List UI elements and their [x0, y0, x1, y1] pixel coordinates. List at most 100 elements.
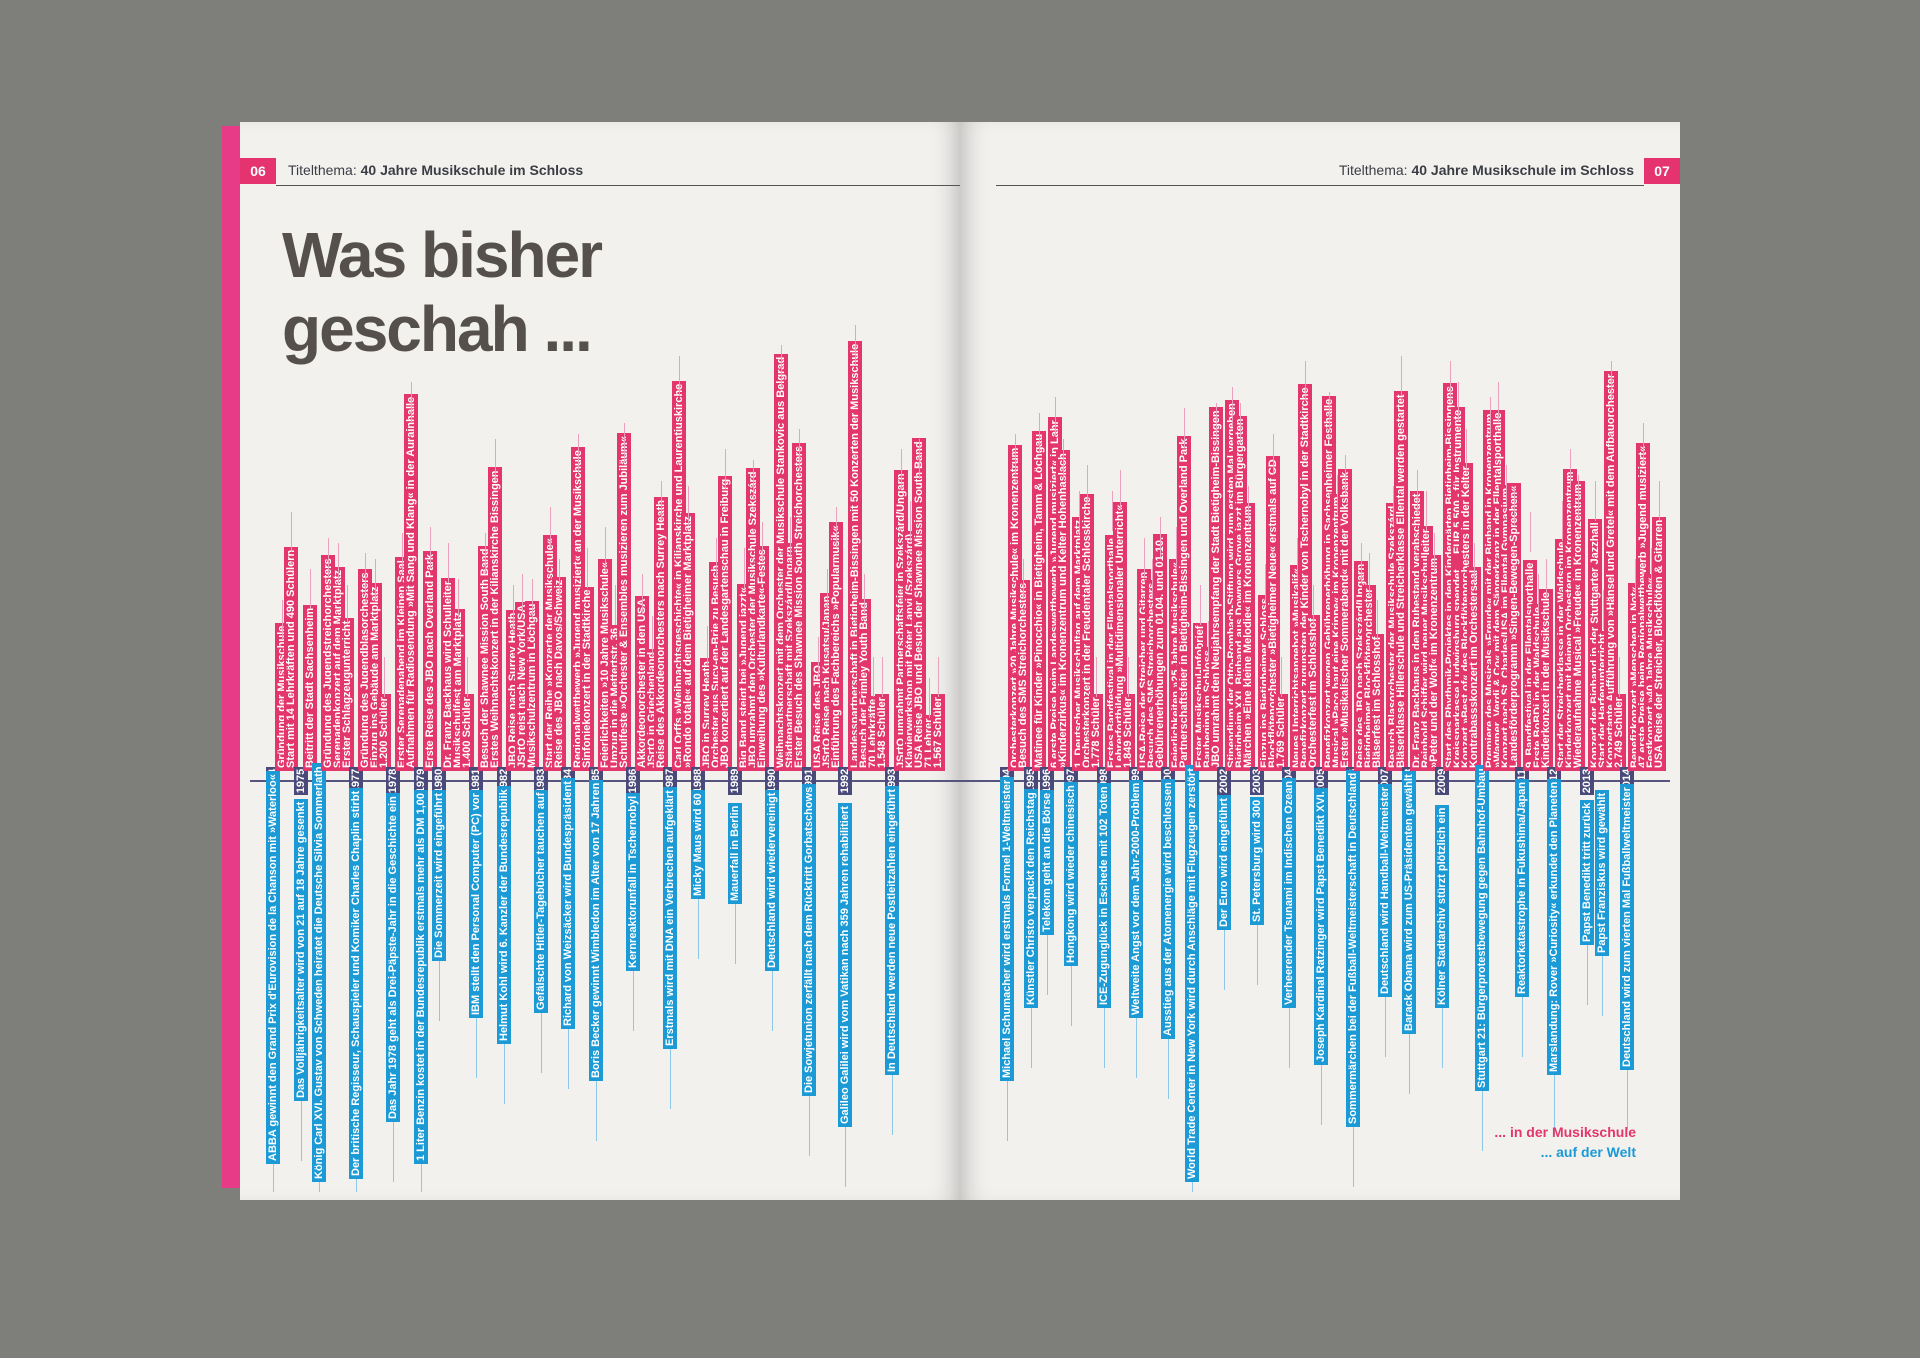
- world-event-label: Reaktorkatastrophe in Fukushima/Japan: [1515, 779, 1530, 998]
- school-event-stem: [1506, 465, 1508, 505]
- school-event-stem: [1337, 475, 1338, 516]
- world-event-stem: [1256, 924, 1258, 985]
- school-event-stem: [1280, 657, 1282, 698]
- world-event-label: Joseph Kardinal Ratzinger wird Papst Ben…: [1313, 788, 1328, 1065]
- world-event-label: 1 Liter Benzin kostet in der Bundesrepub…: [413, 789, 428, 1164]
- school-event-stem: [716, 537, 718, 578]
- world-event-stem: [596, 1080, 598, 1141]
- school-event-stem: [651, 615, 653, 656]
- school-event-stem: [1304, 361, 1306, 401]
- school-event-stem: [623, 423, 625, 464]
- school-event-label: 2.749 Schüler: [1611, 694, 1626, 771]
- school-event-stem: [1232, 387, 1234, 427]
- school-event-stem: [1618, 657, 1620, 698]
- school-event-stem: [1296, 537, 1298, 578]
- school-event-stem: [1369, 553, 1371, 594]
- school-event-stem: [660, 480, 662, 521]
- world-event-label: World Trade Center in New York wird durc…: [1185, 765, 1200, 1182]
- world-event-stem: [503, 1044, 505, 1105]
- school-event-stem: [1377, 600, 1379, 641]
- world-event-label: Telekom geht an die Börse: [1040, 789, 1055, 935]
- year-marker: 1975: [293, 767, 308, 795]
- world-event-stem: [1481, 1091, 1483, 1151]
- year-marker: 1989: [727, 767, 742, 795]
- school-event-stem: [1015, 433, 1017, 474]
- school-event-stem: [559, 558, 561, 599]
- school-event-label: 1.778 Schüler: [1088, 694, 1103, 771]
- school-event-stem: [1578, 475, 1580, 516]
- school-event-stem: [1457, 381, 1459, 422]
- school-event-stem: [1361, 543, 1363, 583]
- world-event-stem: [568, 1028, 570, 1089]
- school-event-stem: [411, 381, 413, 422]
- school-event-label: Bläserfest im Schlosshof: [1370, 633, 1385, 771]
- world-event-label: In Deutschland werden neue Postleitzahle…: [884, 786, 899, 1076]
- world-event-label: Micky Maus wird 60: [690, 789, 705, 899]
- school-event-stem: [1634, 558, 1636, 599]
- world-event-stem: [1626, 1070, 1628, 1131]
- world-event-stem: [1441, 1007, 1443, 1068]
- running-head-title: 40 Jahre Musikschule im Schloss: [360, 162, 584, 178]
- world-event-stem: [420, 1163, 422, 1192]
- school-event-label: Besuch des SMS Streichorchesters: [1016, 579, 1031, 771]
- world-event-stem: [1409, 1033, 1411, 1094]
- world-event-stem: [633, 971, 635, 1032]
- world-event-label: Das Jahr 1978 geht als Drei-Päpste-Jahr …: [386, 793, 401, 1123]
- school-event-stem: [1642, 423, 1644, 464]
- school-event-stem: [1208, 621, 1210, 661]
- school-event-stem: [1127, 657, 1129, 698]
- school-event-label: JBO umrahmt den Neujahrsempfang der Stad…: [1209, 407, 1224, 771]
- running-head-label: Titelthema:: [1338, 162, 1408, 178]
- school-event-stem: [1658, 480, 1660, 521]
- world-event-stem: [1135, 1018, 1137, 1079]
- world-event-stem: [891, 1075, 893, 1136]
- school-event-stem: [1240, 402, 1242, 443]
- world-event-label: Papst Franziskus wird gewählt: [1594, 789, 1609, 956]
- header-rule: [996, 185, 1644, 186]
- world-event-stem: [439, 961, 441, 1021]
- school-event-label: Erster Schlagzeugunterricht: [339, 617, 354, 771]
- school-event-stem: [1449, 361, 1451, 401]
- world-event-label: ICE-Zugunglück in Eschede mit 102 Toten: [1096, 783, 1111, 1008]
- school-event-stem: [1216, 402, 1218, 443]
- world-event-label: Verheerender Tsunami im Indischen Ozean: [1281, 777, 1296, 1008]
- school-event-stem: [780, 345, 782, 386]
- world-event-label: Der britische Regisseur, Schauspieler un…: [349, 788, 364, 1180]
- world-event-stem: [1320, 1065, 1322, 1125]
- school-event-stem: [863, 574, 865, 615]
- school-event-label: Märchen »Eine kleine Melodie« im Kronenz…: [1241, 502, 1256, 771]
- world-event-stem: [393, 1122, 395, 1183]
- world-event-stem: [1047, 935, 1049, 995]
- school-event-label: Orchesterfest im Schlosshof: [1305, 615, 1320, 771]
- world-event-stem: [1192, 1182, 1194, 1192]
- school-event-stem: [1393, 485, 1395, 526]
- right-page: 07 Titelthema: 40 Jahre Musikschule im S…: [960, 122, 1680, 1200]
- school-event-stem: [1055, 397, 1057, 438]
- school-event-label: Gebührenerhöhungen zum 01.04. und 01.10.: [1152, 533, 1167, 771]
- school-event-stem: [753, 459, 755, 500]
- school-event-stem: [790, 517, 792, 557]
- school-event-stem: [826, 569, 828, 609]
- school-event-label: Beitritt der Stadt Sachsenheim: [302, 604, 317, 771]
- left-page: 06 Titelthema: 40 Jahre Musikschule im S…: [240, 122, 960, 1200]
- world-event-stem: [356, 1179, 358, 1192]
- school-event-stem: [1159, 517, 1161, 557]
- world-event-stem: [300, 1101, 302, 1162]
- world-event-label: Mauerfall in Berlin: [727, 802, 742, 904]
- school-event-label: Schulfeste »Orchester & Ensembles musizi…: [616, 433, 631, 771]
- school-event-label: Bläserklasse Hillerschule und Streicherk…: [1394, 391, 1409, 771]
- world-event-label: Helmut Kohl wird 6. Kanzler der Bundesre…: [496, 786, 511, 1045]
- school-event-stem: [429, 527, 431, 568]
- school-event-label: Aufnahmen für Radiosendung »Mit Sang und…: [404, 393, 419, 771]
- world-event-stem: [1007, 1080, 1008, 1141]
- school-event-stem: [1312, 584, 1314, 625]
- school-event-stem: [328, 537, 330, 578]
- school-event-label: 1.400 Schüler: [459, 694, 474, 771]
- year-marker: 1992: [838, 767, 853, 795]
- school-event-stem: [1023, 558, 1025, 599]
- school-event-stem: [513, 584, 515, 625]
- school-event-stem: [1497, 381, 1499, 422]
- page-number: 07: [1644, 158, 1680, 184]
- world-event-stem: [1601, 955, 1603, 1016]
- school-event-stem: [1546, 558, 1548, 599]
